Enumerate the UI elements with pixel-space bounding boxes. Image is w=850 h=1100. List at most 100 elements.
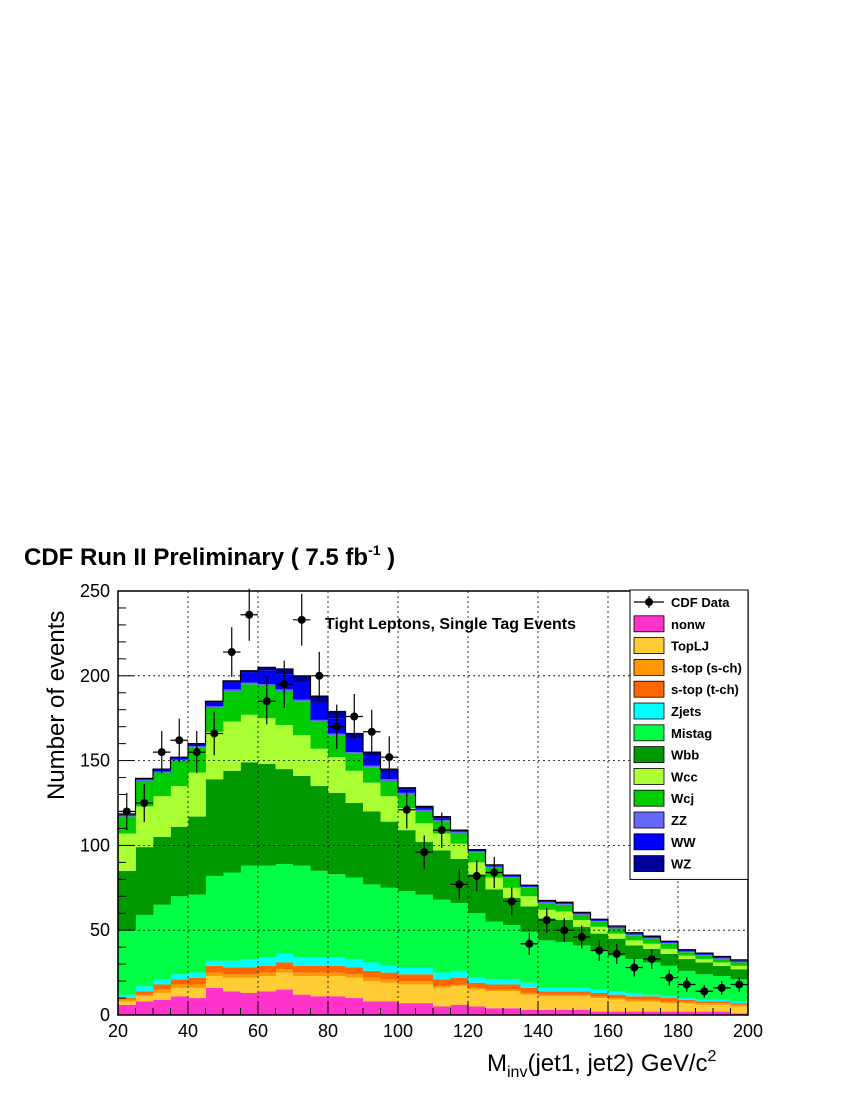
bar-toplj-2 <box>153 992 171 1000</box>
bar-wcc-28 <box>608 933 626 939</box>
bar-wbb-35 <box>730 969 749 980</box>
bar-ww-13 <box>345 738 364 753</box>
bar-wbb-3 <box>170 826 189 897</box>
bar-toplj-6 <box>223 977 241 992</box>
bar-mistag-18 <box>433 899 451 973</box>
bar-mistag-10 <box>293 865 311 958</box>
bar-zjets-32 <box>678 998 696 1000</box>
bar-wcj-7 <box>240 684 259 715</box>
svg-text:nonw: nonw <box>671 617 706 632</box>
bar-s-top-t-ch--30 <box>643 996 661 1000</box>
bar-s-top-t-ch--16 <box>398 974 416 982</box>
bar-s-top-t-ch--26 <box>573 991 591 995</box>
bar-s-top-t-ch--17 <box>415 974 434 982</box>
x-tick-label-0: 20 <box>108 1021 128 1041</box>
svg-text:ZZ: ZZ <box>671 813 687 828</box>
bar-mistag-9 <box>275 864 294 954</box>
data-point-4 <box>188 731 206 774</box>
bar-zjets-5 <box>205 960 224 966</box>
x-tick-label-4: 100 <box>383 1021 413 1041</box>
bar-wbb-12 <box>328 792 346 875</box>
svg-text:s-top (t-ch): s-top (t-ch) <box>671 682 739 697</box>
data-point-10 <box>293 593 311 646</box>
bar-mistag-28 <box>608 955 626 992</box>
bar-mistag-30 <box>643 962 661 995</box>
bar-wcc-33 <box>695 959 714 963</box>
data-point-24 <box>538 907 556 933</box>
bar-s-top-t-ch--28 <box>608 994 626 999</box>
bar-s-top-t-ch--5 <box>205 965 224 973</box>
bar-s-top-s-ch--26 <box>573 994 591 997</box>
bar-wcc-10 <box>293 735 311 776</box>
bar-nonw-11 <box>310 996 329 1015</box>
bar-wbb-21 <box>485 889 504 922</box>
bar-zjets-35 <box>730 1001 749 1004</box>
bar-zjets-30 <box>643 994 661 997</box>
bar-toplj-29 <box>625 1001 644 1012</box>
bar-mistag-2 <box>153 904 171 980</box>
data-point-1 <box>135 784 153 822</box>
bar-wcj-22 <box>503 877 521 888</box>
bar-nonw-15 <box>380 1001 399 1015</box>
bar-wcc-26 <box>573 920 591 927</box>
data-point-15 <box>380 736 398 779</box>
bar-s-top-s-ch--22 <box>503 989 521 992</box>
x-tick-label-5: 120 <box>453 1021 483 1041</box>
bar-zz-25 <box>555 903 574 905</box>
data-point-12 <box>328 704 346 749</box>
bar-mistag-0 <box>118 930 136 995</box>
bar-zjets-18 <box>433 972 451 980</box>
annotation-text: Tight Leptons, Single Tag Events <box>325 616 576 633</box>
bar-nonw-21 <box>485 1008 504 1015</box>
bar-nonw-30 <box>643 1011 661 1015</box>
x-tick-label-1: 40 <box>178 1021 198 1041</box>
bar-s-top-s-ch--32 <box>678 1001 696 1004</box>
bar-mistag-23 <box>520 931 539 983</box>
bar-wbb-11 <box>310 786 329 871</box>
bar-wcj-14 <box>363 767 381 783</box>
bar-wcc-31 <box>660 948 679 954</box>
bar-zz-1 <box>135 780 154 781</box>
bar-s-top-s-ch--7 <box>240 974 259 978</box>
bar-nonw-35 <box>730 1013 749 1015</box>
svg-text:Wcc: Wcc <box>671 769 698 784</box>
bar-wbb-7 <box>240 762 259 866</box>
bar-mistag-26 <box>573 945 591 988</box>
bar-s-top-s-ch--23 <box>520 992 539 995</box>
bar-zjets-20 <box>468 977 486 983</box>
bar-mistag-8 <box>258 865 276 958</box>
bar-wcj-10 <box>293 701 311 736</box>
bar-s-top-s-ch--10 <box>293 972 311 976</box>
bar-wcj-31 <box>660 943 679 949</box>
bar-nonw-16 <box>398 1003 416 1015</box>
bar-wcc-17 <box>415 823 434 843</box>
bar-wz-5 <box>205 701 224 703</box>
bar-s-top-t-ch--0 <box>118 998 136 1000</box>
legend-entry-11: WW <box>633 833 696 851</box>
bar-s-top-s-ch--33 <box>695 1003 714 1005</box>
bar-zjets-19 <box>450 970 469 978</box>
bar-nonw-0 <box>118 1004 136 1015</box>
bar-wz-6 <box>223 680 241 683</box>
bar-nonw-18 <box>433 1006 451 1015</box>
data-point-18 <box>433 812 451 848</box>
bar-wcj-29 <box>625 935 644 941</box>
data-point-31 <box>660 969 678 986</box>
bar-wcc-14 <box>363 782 381 812</box>
bar-toplj-24 <box>538 996 556 1010</box>
bar-zjets-28 <box>608 991 626 995</box>
bar-s-top-t-ch--29 <box>625 996 644 1000</box>
y-tick-label-1: 50 <box>90 920 110 940</box>
bar-ww-17 <box>415 808 434 810</box>
x-tick-label-7: 160 <box>593 1021 623 1041</box>
bar-zz-26 <box>573 914 591 915</box>
bar-zz-5 <box>205 706 224 709</box>
bar-wcj-24 <box>538 903 556 910</box>
data-point-14 <box>363 709 381 754</box>
bar-zjets-3 <box>170 974 189 980</box>
bar-toplj-4 <box>188 987 206 999</box>
legend-entry-9: Wcj <box>633 789 694 807</box>
data-point-30 <box>643 949 661 969</box>
bar-mistag-1 <box>135 914 154 987</box>
bar-s-top-t-ch--13 <box>345 967 364 975</box>
